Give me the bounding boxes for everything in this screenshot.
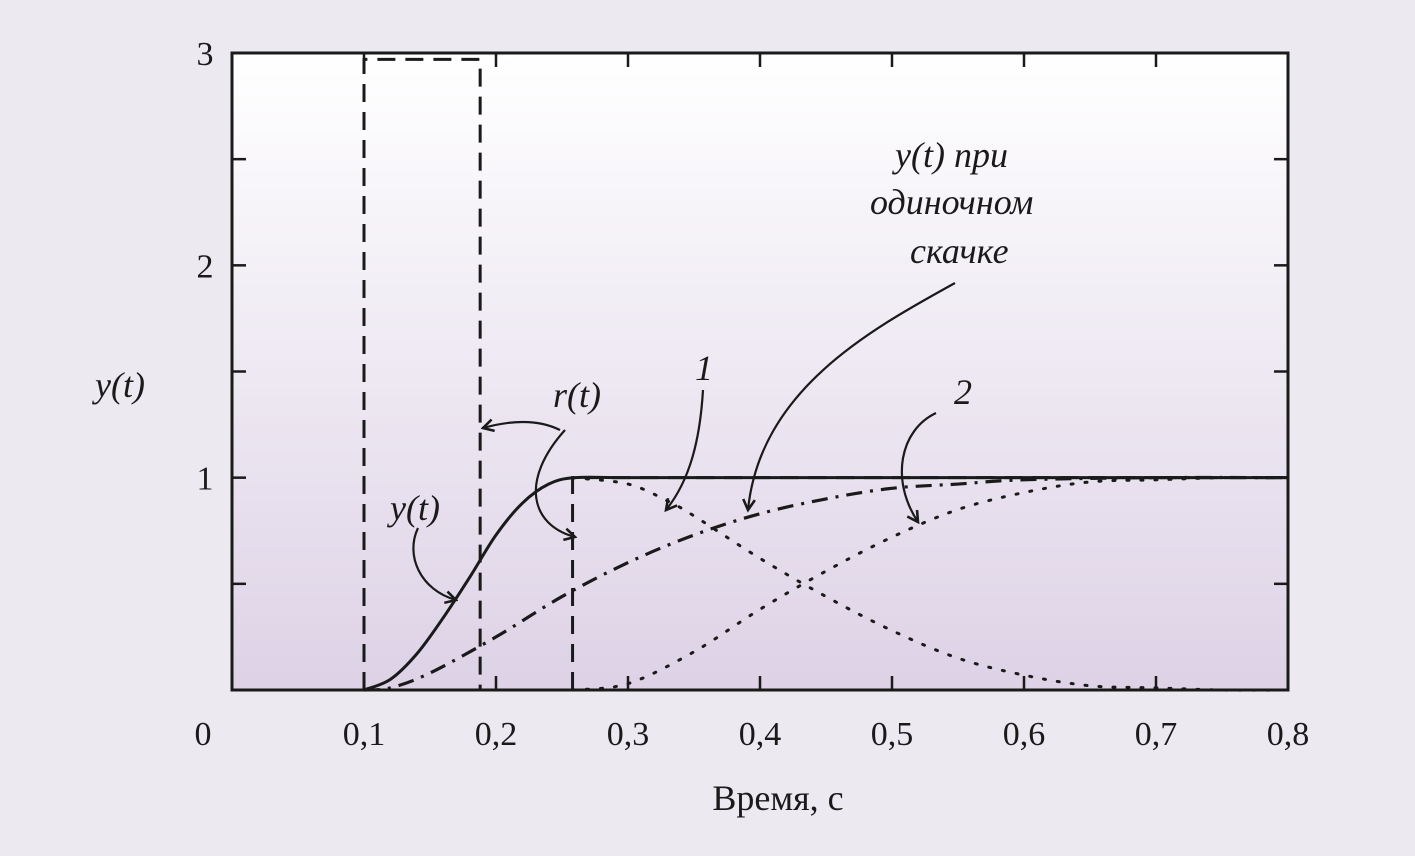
y-axis-title: y(t) [92,365,145,405]
x-tick-label-1: 0,1 [343,716,386,753]
annotation-1: 1 [695,348,713,388]
axis-tick-labels: 0 0,1 0,2 0,3 0,4 0,5 0,6 0,7 0,8 1 2 3 [195,36,1310,753]
x-tick-label-7: 0,7 [1135,716,1178,753]
x-tick-label-2: 0,2 [475,716,518,753]
y-tick-label-2: 1 [197,461,214,498]
plot-area-background [232,53,1288,690]
x-tick-label-6: 0,6 [1003,716,1046,753]
arrow-r-to-second-step [534,429,575,537]
annotation-y: y(t) [387,488,440,528]
arrow-y-label-to-curve [412,527,456,600]
annotation-arrows [412,282,956,600]
arrow-2-to-curve [900,412,937,522]
x-tick-label-8: 0,8 [1267,716,1310,753]
x-tick-label-3: 0,3 [607,716,650,753]
annotation-single-step-line3: скачке [910,231,1009,271]
plot-frame [230,51,1290,692]
arrow-r-to-first-pulse [483,422,561,430]
annotation-single-step-line2: одиночном [870,182,1033,222]
annotation-single-step-line1: y(t) при [892,135,1008,175]
series-single-line [363,475,1289,692]
annotation-r: r(t) [553,375,601,415]
series-c2-line [571,476,1290,692]
arrow-1-to-curve [666,389,705,510]
y-tick-label-6: 3 [197,36,214,73]
annotations: r(t) y(t) 1 2 y(t) при одиночном скачке [387,135,1033,528]
x-tick-label-0: 0 [195,716,212,753]
x-tick-label-4: 0,4 [739,716,782,753]
x-axis-title: Время, с [712,778,843,818]
arrow-single-step-to-curve [748,282,956,510]
series-r-first-pulse [362,57,482,690]
x-tick-label-5: 0,5 [871,716,914,753]
series-layer [362,57,1290,692]
y-tick-label-4: 2 [197,248,214,285]
annotation-2: 2 [954,372,972,412]
